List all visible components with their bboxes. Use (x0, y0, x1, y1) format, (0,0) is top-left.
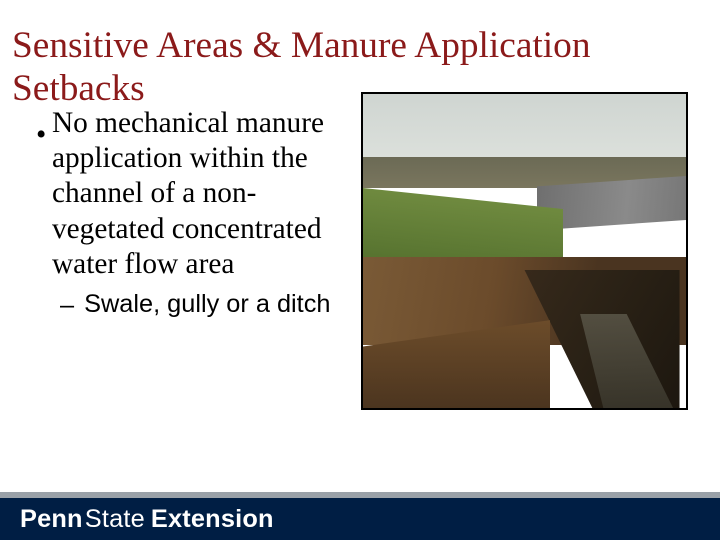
bullet-icon: • (36, 118, 42, 153)
brand-extension: Extension (151, 505, 274, 533)
brand-penn: Penn (20, 505, 83, 533)
list-item: – Swale, gully or a ditch (60, 290, 336, 320)
sub-bullet-text: Swale, gully or a ditch (84, 290, 336, 319)
ditch-photo (361, 92, 688, 410)
body-column: • No mechanical manure application withi… (36, 106, 336, 320)
list-item: • No mechanical manure application withi… (36, 106, 336, 282)
slide: Sensitive Areas & Manure Application Set… (0, 0, 720, 540)
brand-logo: PennStateExtension (20, 505, 274, 534)
dash-icon: – (60, 290, 74, 320)
bullet-text: No mechanical manure application within … (52, 106, 336, 282)
brand-state: State (85, 505, 145, 533)
footer-bar: PennStateExtension (0, 498, 720, 540)
footer: PennStateExtension (0, 492, 720, 540)
